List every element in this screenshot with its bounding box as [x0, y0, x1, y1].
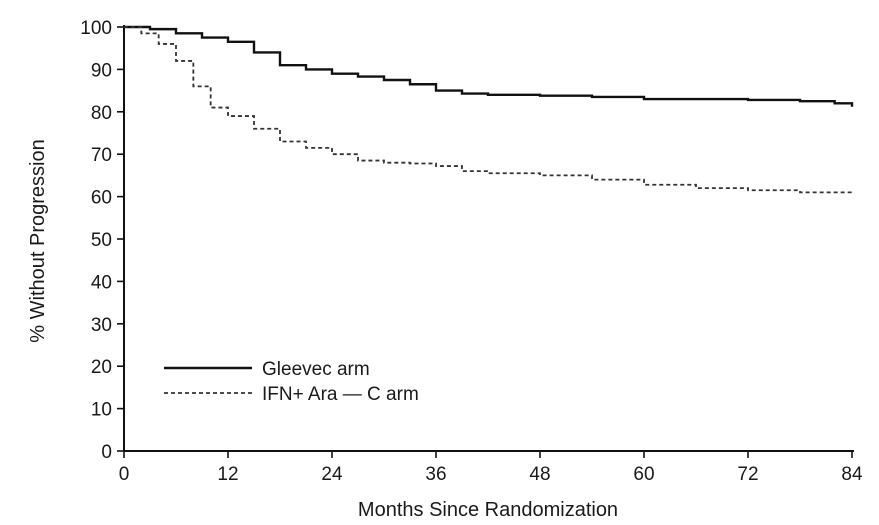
legend: Gleevec arm IFN+ Ara — C arm [164, 359, 419, 405]
y-axis-title: % Without Progression [27, 139, 49, 342]
y-tick-label: 90 [91, 60, 112, 81]
legend-item-gleevec: Gleevec arm [164, 359, 370, 380]
series-line-gleevec [124, 25, 854, 107]
y-tick-label: 60 [91, 188, 112, 209]
y-tick-label: 10 [91, 400, 112, 421]
y-tick-label: 40 [91, 272, 112, 293]
x-tick-label: 60 [633, 464, 654, 485]
legend-label: IFN+ Ara — C arm [262, 384, 419, 405]
x-tick-label: 12 [217, 464, 238, 485]
y-tick-label: 0 [101, 442, 112, 463]
x-tick-label: 36 [425, 464, 446, 485]
y-tick-label: 80 [91, 103, 112, 124]
series-line-ifn-ara-c [124, 26, 853, 195]
y-tick-label: 50 [91, 230, 112, 251]
x-tick-label: 0 [119, 464, 130, 485]
x-tick-label: 24 [321, 464, 343, 485]
x-tick-label: 72 [737, 464, 758, 485]
series-layer [124, 25, 854, 195]
y-tick-label: 70 [91, 145, 112, 166]
legend-label: Gleevec arm [262, 359, 370, 380]
y-tick-label: 20 [91, 357, 112, 378]
y-tick-label: 100 [80, 18, 112, 39]
x-axis-title: Months Since Randomization [358, 499, 618, 521]
y-tick-label: 30 [91, 315, 112, 336]
legend-item-ifn-ara-c: IFN+ Ara — C arm [164, 384, 419, 405]
axes-layer: 0 10 20 30 40 50 60 70 80 90 100 0 12 24 36 48 60 72 84 [80, 18, 863, 485]
x-tick-label: 48 [529, 464, 550, 485]
x-tick-label: 84 [841, 464, 863, 485]
